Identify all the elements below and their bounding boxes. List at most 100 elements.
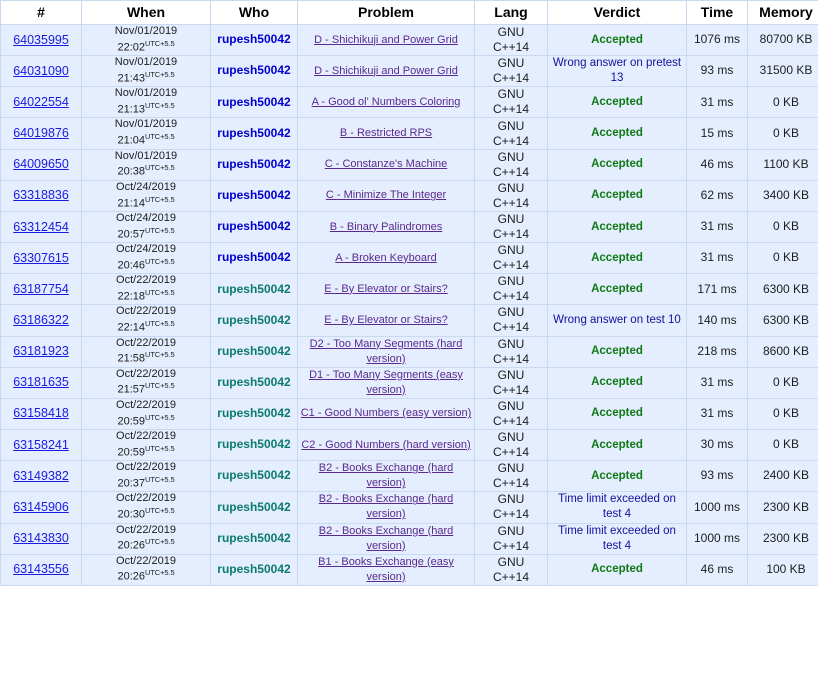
- verdict-text[interactable]: Wrong answer on pretest 13: [552, 57, 682, 85]
- user-handle-link[interactable]: rupesh50042: [217, 94, 291, 109]
- column-header-memory[interactable]: Memory: [747, 0, 818, 25]
- language-line-1: GNU: [497, 305, 525, 320]
- submission-id-link[interactable]: 63318836: [13, 188, 69, 203]
- problem-link[interactable]: A - Good ol' Numbers Coloring: [311, 95, 461, 108]
- problem-link[interactable]: B2 - Books Exchange (hard version): [318, 524, 454, 552]
- user-handle-link[interactable]: rupesh50042: [217, 125, 291, 140]
- problem-link[interactable]: B2 - Books Exchange (hard version): [318, 462, 454, 490]
- user-handle-link[interactable]: rupesh50042: [217, 156, 291, 171]
- column-header-id[interactable]: #: [0, 0, 82, 25]
- submission-id-link[interactable]: 63143830: [13, 531, 69, 546]
- problem-link[interactable]: C2 - Good Numbers (hard version): [301, 438, 471, 451]
- problem-link[interactable]: E - By Elevator or Stairs?: [324, 314, 448, 327]
- user-handle-link[interactable]: rupesh50042: [217, 499, 291, 514]
- cell-problem: D - Shichikuji and Power Grid: [297, 23, 475, 57]
- problem-link[interactable]: D - Shichikuji and Power Grid: [314, 33, 458, 46]
- submission-id-link[interactable]: 64035995: [13, 32, 69, 47]
- user-handle-link[interactable]: rupesh50042: [217, 32, 291, 47]
- language-line-2: C++14: [492, 569, 530, 584]
- user-handle-link[interactable]: rupesh50042: [217, 312, 291, 327]
- verdict-text[interactable]: Accepted: [591, 189, 643, 202]
- submission-id-link[interactable]: 63158418: [13, 406, 69, 421]
- verdict-text[interactable]: Accepted: [591, 33, 643, 46]
- user-handle-link[interactable]: rupesh50042: [217, 437, 291, 452]
- submission-id-link[interactable]: 64031090: [13, 63, 69, 78]
- user-handle-link[interactable]: rupesh50042: [217, 468, 291, 483]
- submission-id-link[interactable]: 64022554: [13, 94, 69, 109]
- cell-problem: D2 - Too Many Segments (hard version): [297, 335, 475, 368]
- verdict-text[interactable]: Accepted: [591, 407, 643, 420]
- submission-time-of-day: 20:46UTC+5.5: [117, 256, 175, 272]
- timezone-suffix: UTC+5.5: [145, 412, 175, 422]
- verdict-text[interactable]: Accepted: [591, 376, 643, 389]
- submission-id-link[interactable]: 63307615: [13, 250, 69, 265]
- column-header-when[interactable]: When: [81, 0, 211, 25]
- submission-id-link[interactable]: 63186322: [13, 313, 69, 328]
- verdict-text[interactable]: Time limit exceeded on test 4: [558, 493, 676, 521]
- submission-id-link[interactable]: 63145906: [13, 499, 69, 514]
- submission-date: Oct/22/2019: [116, 492, 176, 505]
- submission-id-link[interactable]: 63181923: [13, 344, 69, 359]
- column-header-who[interactable]: Who: [210, 0, 298, 25]
- problem-link[interactable]: C - Constanze's Machine: [324, 158, 448, 171]
- submission-id-link[interactable]: 64009650: [13, 157, 69, 172]
- timezone-suffix: UTC+5.5: [145, 256, 175, 266]
- submission-id-link[interactable]: 63149382: [13, 468, 69, 483]
- problem-link[interactable]: D - Shichikuji and Power Grid: [314, 64, 458, 77]
- submission-id-link[interactable]: 63312454: [13, 219, 69, 234]
- user-handle-link[interactable]: rupesh50042: [217, 343, 291, 358]
- user-handle-link[interactable]: rupesh50042: [217, 250, 291, 265]
- cell-memory: 0 KB: [747, 242, 818, 275]
- verdict-text[interactable]: Wrong answer on test 10: [553, 314, 681, 327]
- problem-link[interactable]: D1 - Too Many Segments (easy version): [309, 368, 463, 396]
- verdict-text[interactable]: Accepted: [591, 345, 643, 358]
- verdict-text[interactable]: Accepted: [591, 220, 643, 233]
- submission-time-of-day: 20:26UTC+5.5: [117, 537, 175, 552]
- submission-time-of-day: 20:26UTC+5.5: [117, 568, 175, 584]
- cell-who: rupesh50042: [210, 491, 298, 524]
- verdict-text[interactable]: Accepted: [591, 127, 643, 140]
- user-handle-link[interactable]: rupesh50042: [217, 219, 291, 234]
- user-handle-link[interactable]: rupesh50042: [217, 188, 291, 203]
- verdict-text[interactable]: Time limit exceeded on test 4: [558, 524, 676, 552]
- problem-link[interactable]: B1 - Books Exchange (easy version): [318, 555, 454, 583]
- submission-date: Nov/01/2019: [114, 87, 178, 100]
- language-line-1: GNU: [497, 461, 525, 476]
- column-header-verdict[interactable]: Verdict: [547, 0, 687, 25]
- verdict-text[interactable]: Accepted: [591, 95, 643, 108]
- problem-link[interactable]: C - Minimize The Integer: [325, 189, 447, 202]
- cell-execution-time: 31 ms: [686, 210, 748, 244]
- verdict-text[interactable]: Accepted: [591, 251, 643, 264]
- verdict-text[interactable]: Accepted: [591, 282, 643, 295]
- submission-date: Oct/22/2019: [116, 430, 176, 443]
- cell-memory: 31500 KB: [747, 55, 818, 88]
- user-handle-link[interactable]: rupesh50042: [217, 406, 291, 421]
- submission-id-link[interactable]: 63187754: [13, 281, 69, 296]
- cell-who: rupesh50042: [210, 366, 298, 399]
- problem-link[interactable]: C1 - Good Numbers (easy version): [300, 407, 472, 420]
- submission-id-link[interactable]: 63181635: [13, 375, 69, 390]
- user-handle-link[interactable]: rupesh50042: [217, 63, 291, 78]
- verdict-text[interactable]: Accepted: [591, 438, 643, 451]
- user-handle-link[interactable]: rupesh50042: [217, 561, 291, 576]
- verdict-text[interactable]: Accepted: [591, 158, 643, 171]
- cell-who: rupesh50042: [210, 397, 298, 431]
- column-header-lang[interactable]: Lang: [474, 0, 548, 25]
- problem-link[interactable]: B - Binary Palindromes: [329, 220, 443, 233]
- user-handle-link[interactable]: rupesh50042: [217, 375, 291, 389]
- submission-id-link[interactable]: 64019876: [13, 126, 69, 141]
- problem-link[interactable]: B2 - Books Exchange (hard version): [318, 493, 454, 521]
- problem-link[interactable]: B - Restricted RPS: [339, 127, 433, 140]
- language-line-1: GNU: [497, 492, 525, 507]
- verdict-text[interactable]: Accepted: [591, 563, 643, 576]
- user-handle-link[interactable]: rupesh50042: [217, 530, 291, 545]
- column-header-time[interactable]: Time: [686, 0, 748, 25]
- problem-link[interactable]: E - By Elevator or Stairs?: [324, 282, 448, 295]
- column-header-problem[interactable]: Problem: [297, 0, 475, 25]
- verdict-text[interactable]: Accepted: [591, 469, 643, 482]
- user-handle-link[interactable]: rupesh50042: [217, 281, 291, 296]
- problem-link[interactable]: A - Broken Keyboard: [335, 251, 437, 264]
- problem-link[interactable]: D2 - Too Many Segments (hard version): [309, 337, 463, 365]
- submission-id-link[interactable]: 63143556: [13, 562, 69, 577]
- submission-id-link[interactable]: 63158241: [13, 437, 69, 452]
